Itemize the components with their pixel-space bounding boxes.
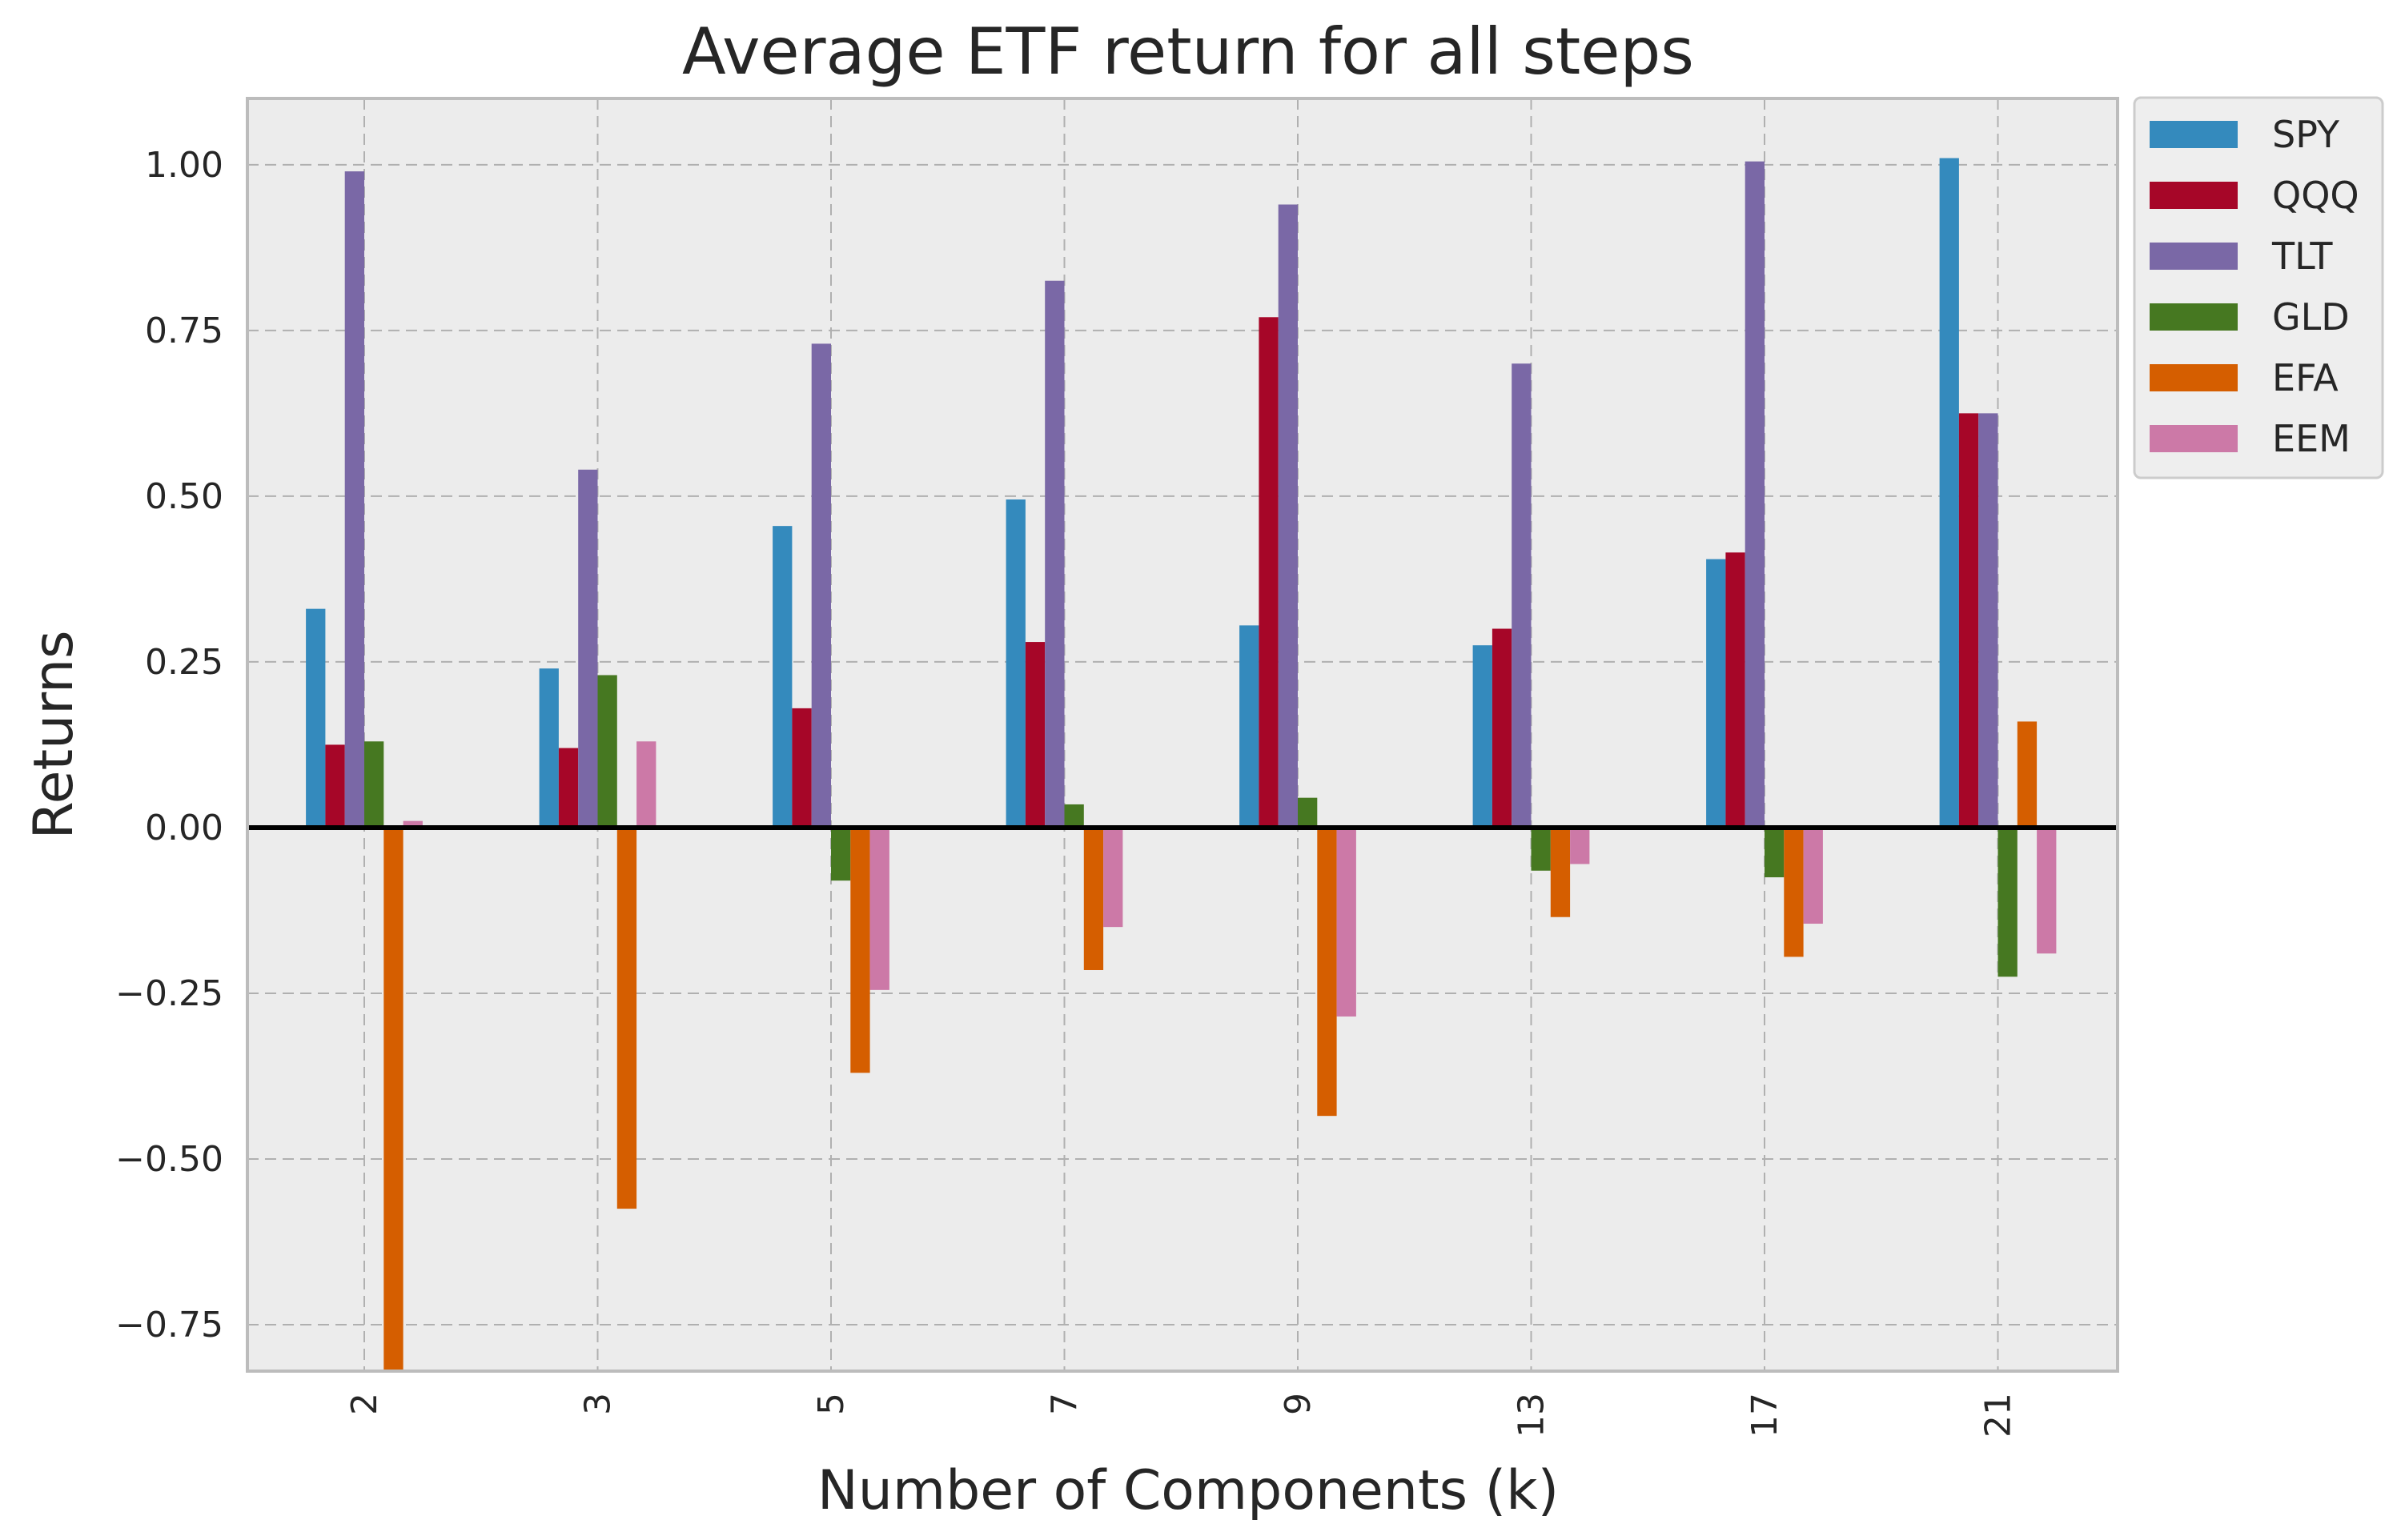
- bar-eem-13: [1570, 827, 1590, 864]
- y-tick-label: −0.75: [115, 1305, 223, 1345]
- bar-qqq-9: [1259, 317, 1279, 828]
- x-axis-label: Number of Components (k): [817, 1459, 1559, 1522]
- bar-spy-17: [1706, 559, 1726, 828]
- legend-label-spy: SPY: [2272, 113, 2340, 156]
- bar-eem-5: [869, 827, 889, 990]
- bar-tlt-3: [578, 469, 598, 828]
- x-axis-ticks: 2 3 5 7 9 13 17 21: [344, 1393, 2019, 1438]
- bar-tlt-5: [811, 343, 831, 828]
- legend-label-tlt: TLT: [2271, 235, 2333, 278]
- legend-swatch-spy: [2150, 121, 2238, 148]
- bar-efa-2: [383, 827, 404, 1371]
- bar-gld-3: [597, 675, 617, 828]
- legend-swatch-efa: [2150, 364, 2238, 391]
- bar-spy-21: [1939, 158, 1959, 828]
- bar-spy-5: [773, 526, 793, 828]
- x-tick-label: 3: [578, 1393, 619, 1415]
- y-tick-label: 0.50: [145, 476, 223, 517]
- bar-tlt-2: [344, 171, 364, 828]
- y-tick-label: 1.00: [145, 145, 223, 186]
- bar-qqq-13: [1492, 628, 1512, 828]
- plot-frame: [246, 97, 2119, 1373]
- x-tick-label: 13: [1512, 1393, 1552, 1438]
- bar-spy-13: [1472, 645, 1492, 828]
- x-tick-label: 2: [344, 1393, 385, 1415]
- x-tick-label: 7: [1045, 1393, 1086, 1415]
- bar-efa-13: [1550, 827, 1571, 917]
- bar-eem-2: [403, 820, 423, 828]
- bar-eem-21: [2037, 827, 2057, 954]
- bar-spy-7: [1006, 499, 1026, 828]
- bar-eem-7: [1103, 827, 1123, 928]
- bar-spy-3: [539, 668, 559, 828]
- bar-eem-9: [1336, 827, 1356, 1017]
- bar-efa-5: [850, 827, 870, 1073]
- legend-swatch-gld: [2150, 303, 2238, 331]
- y-tick-label: 0.75: [145, 311, 223, 351]
- bar-efa-7: [1083, 827, 1104, 970]
- bar-efa-3: [616, 827, 637, 1209]
- bar-spy-9: [1239, 625, 1259, 828]
- bar-eem-17: [1803, 827, 1823, 924]
- y-tick-label: 0.25: [145, 642, 223, 683]
- legend-swatch-eem: [2150, 425, 2238, 452]
- y-tick-label: −0.25: [115, 973, 223, 1014]
- bar-tlt-7: [1045, 280, 1065, 828]
- legend-label-eem: EEM: [2272, 417, 2351, 460]
- bar-efa-9: [1317, 827, 1337, 1117]
- bars: [306, 158, 2057, 1371]
- bar-qqq-3: [558, 748, 579, 828]
- bar-tlt-13: [1512, 363, 1532, 828]
- legend-swatch-qqq: [2150, 182, 2238, 209]
- x-tick-label: 9: [1278, 1393, 1319, 1415]
- legend-label-efa: EFA: [2272, 356, 2339, 399]
- y-axis-label: Returns: [22, 630, 86, 839]
- bar-tlt-9: [1278, 204, 1298, 828]
- x-tick-label: 21: [1978, 1393, 2019, 1438]
- x-tick-label: 5: [811, 1393, 852, 1415]
- bar-gld-9: [1298, 797, 1318, 828]
- y-tick-label: 0.00: [145, 808, 223, 848]
- bar-eem-3: [636, 741, 656, 828]
- legend-label-qqq: QQQ: [2272, 174, 2359, 217]
- bar-qqq-5: [792, 708, 812, 828]
- legend-swatch-tlt: [2150, 243, 2238, 270]
- y-axis-ticks: −0.75 −0.50 −0.25 0.00 0.25 0.50 0.75 1.00: [115, 145, 223, 1345]
- bar-gld-21: [1997, 827, 2018, 977]
- chart-title: Average ETF return for all steps: [682, 14, 1694, 89]
- y-tick-label: −0.50: [115, 1139, 223, 1180]
- bar-qqq-2: [325, 744, 345, 828]
- plot-area: [247, 98, 2118, 1371]
- bar-qqq-21: [1958, 413, 1979, 828]
- bar-qqq-7: [1025, 642, 1046, 828]
- bar-tlt-17: [1745, 161, 1765, 828]
- bar-gld-13: [1531, 827, 1551, 871]
- bar-efa-21: [2017, 721, 2038, 828]
- bar-tlt-21: [1978, 413, 1998, 828]
- x-tick-label: 17: [1745, 1393, 1785, 1438]
- bar-gld-5: [831, 827, 851, 881]
- bar-spy-2: [306, 608, 326, 828]
- legend-label-gld: GLD: [2272, 295, 2350, 339]
- bar-efa-17: [1784, 827, 1804, 957]
- bar-qqq-17: [1725, 552, 1745, 828]
- bar-gld-2: [364, 741, 384, 828]
- bar-gld-17: [1765, 827, 1785, 878]
- bar-gld-7: [1064, 804, 1084, 828]
- legend: SPY QQQ TLT GLD EFA EEM: [2133, 96, 2384, 479]
